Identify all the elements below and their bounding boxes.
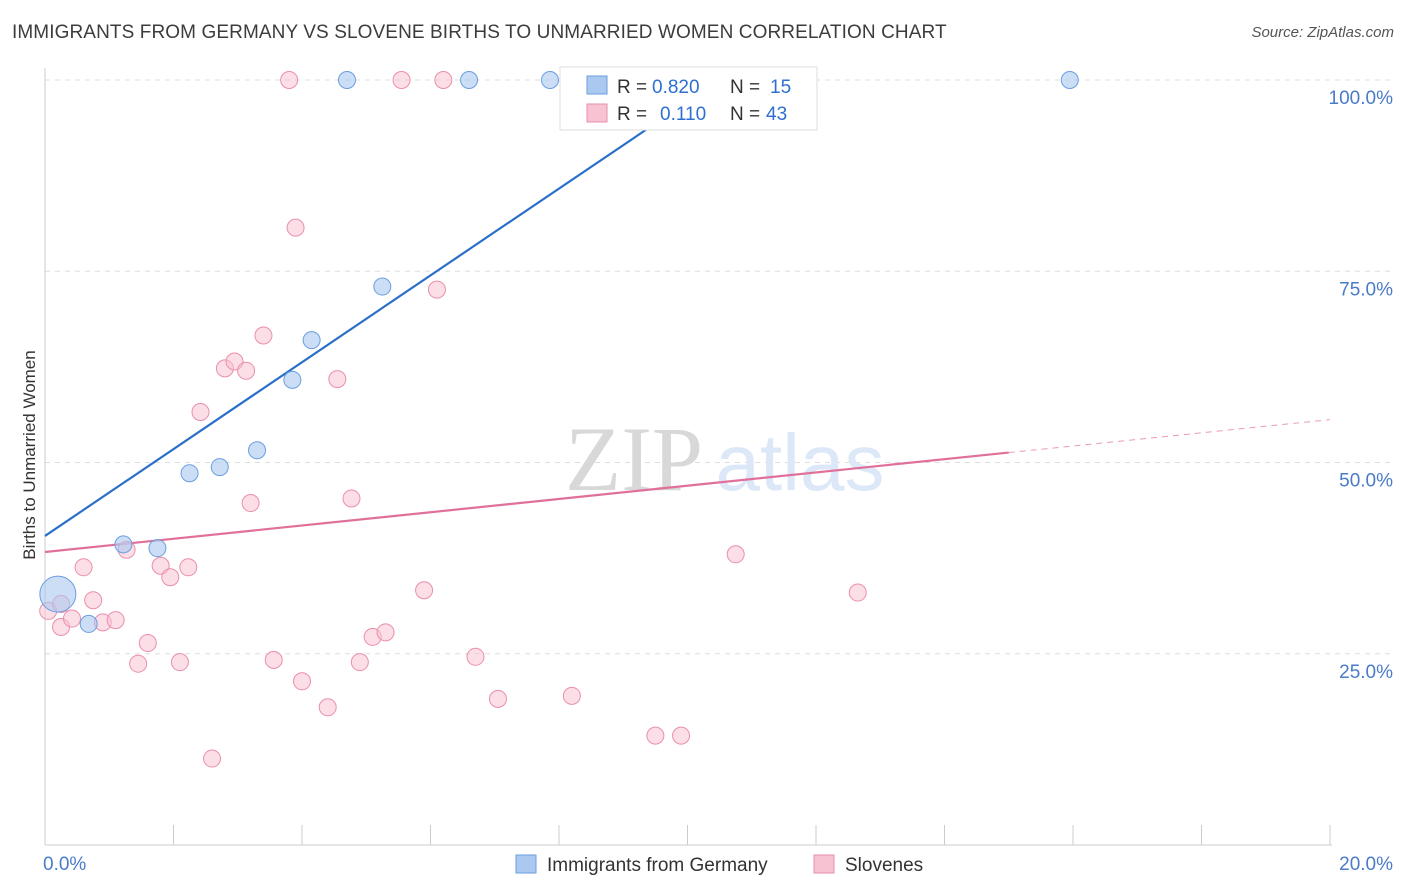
germany-point-4 bbox=[180, 464, 199, 483]
slovenes-point-40 bbox=[672, 726, 691, 745]
germany-point-3 bbox=[148, 539, 167, 558]
slovenes-point-21 bbox=[254, 326, 273, 345]
watermark-atlas: atlas bbox=[716, 418, 885, 507]
y-axis-label: Births to Unmarried Women bbox=[20, 350, 39, 559]
slovenes-point-39 bbox=[646, 726, 665, 745]
germany-point-2 bbox=[114, 535, 133, 554]
slovenes-point-41 bbox=[726, 545, 745, 564]
germany-point-0 bbox=[39, 575, 77, 613]
slovenes-point-14 bbox=[179, 558, 198, 577]
bottom-legend-swatch-germany bbox=[515, 854, 537, 874]
axes bbox=[44, 68, 1332, 846]
slovenes-point-15 bbox=[191, 403, 210, 422]
y-tick-label-25: 25.0% bbox=[1339, 662, 1393, 683]
watermark-zip: ZIP bbox=[565, 408, 703, 510]
slovenes-point-12 bbox=[161, 568, 180, 587]
legend-r-label-germany: R = bbox=[617, 77, 647, 98]
x-tick-label-max: 20.0% bbox=[1339, 854, 1393, 875]
slovenes-point-34 bbox=[427, 280, 446, 299]
slovenes-point-25 bbox=[293, 672, 311, 691]
trendlines bbox=[44, 79, 1331, 554]
x-tick-label-min: 0.0% bbox=[43, 854, 86, 875]
legend-swatch-slovenes bbox=[586, 103, 608, 123]
slovenes-point-4 bbox=[74, 558, 93, 577]
legend-swatch-germany bbox=[586, 75, 608, 95]
slovenes-point-42 bbox=[848, 583, 867, 602]
germany-point-5 bbox=[210, 458, 229, 477]
germany-point-8 bbox=[302, 331, 321, 350]
legend-n-value-germany: 15 bbox=[770, 77, 791, 98]
germany-point-10 bbox=[337, 71, 356, 89]
slovenes-point-10 bbox=[138, 634, 157, 653]
legend-n-label-germany: N = bbox=[730, 77, 760, 98]
slovenes-point-35 bbox=[434, 71, 453, 89]
slovenes-point-32 bbox=[392, 71, 411, 89]
stats-legend: R = 0.820 N = 15 R = 0.110 N = 43 bbox=[559, 66, 818, 131]
y-tick-label-75: 75.0% bbox=[1339, 279, 1393, 300]
slovenes-point-37 bbox=[488, 689, 507, 708]
slovenes-point-36 bbox=[466, 647, 485, 666]
legend-r-value-germany: 0.820 bbox=[652, 77, 700, 98]
germany-points bbox=[39, 71, 1079, 633]
chart-title: IMMIGRANTS FROM GERMANY VS SLOVENE BIRTH… bbox=[12, 22, 947, 43]
germany-point-1 bbox=[79, 614, 98, 633]
slovenes-point-28 bbox=[342, 489, 361, 508]
germany-point-14 bbox=[1060, 71, 1079, 89]
tick-labels: 25.0% 50.0% 75.0% 100.0% 0.0% 20.0% bbox=[43, 88, 1393, 875]
germany-point-6 bbox=[248, 441, 267, 460]
slovenes-point-19 bbox=[237, 361, 256, 380]
slovenes-point-31 bbox=[376, 623, 395, 642]
legend-n-label-slovenes: N = bbox=[730, 104, 760, 125]
slovenes-point-13 bbox=[170, 653, 189, 672]
y-tick-label-100: 100.0% bbox=[1329, 88, 1394, 109]
source-credit: Source: ZipAtlas.com bbox=[1251, 24, 1394, 41]
slovenes-point-3 bbox=[62, 609, 81, 628]
germany-point-9 bbox=[373, 277, 392, 296]
bottom-legend-swatch-slovenes bbox=[813, 854, 835, 874]
slovenes-point-20 bbox=[241, 494, 260, 513]
slovenes-point-26 bbox=[318, 698, 337, 717]
slovenes-point-11 bbox=[151, 556, 170, 575]
slovenes-point-5 bbox=[84, 591, 103, 610]
germany-point-7 bbox=[283, 370, 302, 389]
slovenes-point-16 bbox=[203, 749, 222, 768]
slovenes-point-23 bbox=[280, 71, 299, 89]
legend-n-value-slovenes: 43 bbox=[766, 104, 787, 125]
legend-r-value-slovenes: 0.110 bbox=[660, 104, 706, 125]
germany-trendline bbox=[44, 79, 721, 537]
slovenes-point-27 bbox=[328, 370, 347, 389]
watermark: ZIP atlas bbox=[565, 408, 884, 510]
bottom-legend-label-germany: Immigrants from Germany bbox=[547, 855, 768, 876]
series-legend: Immigrants from Germany Slovenes bbox=[515, 854, 923, 876]
slovenes-trendline bbox=[44, 451, 1009, 554]
slovenes-point-33 bbox=[415, 581, 434, 600]
slovenes-point-22 bbox=[264, 650, 283, 669]
y-tick-label-50: 50.0% bbox=[1339, 471, 1393, 492]
slovenes-trendline-extension bbox=[1008, 419, 1331, 454]
germany-point-12 bbox=[541, 71, 560, 89]
legend-r-label-slovenes: R = bbox=[617, 104, 647, 125]
slovenes-point-24 bbox=[286, 218, 305, 237]
slovenes-point-29 bbox=[350, 653, 369, 672]
slovenes-points bbox=[39, 71, 867, 768]
slovenes-point-38 bbox=[562, 686, 581, 705]
germany-point-11 bbox=[460, 71, 479, 89]
slovenes-point-9 bbox=[129, 654, 148, 673]
bottom-legend-label-slovenes: Slovenes bbox=[845, 855, 923, 876]
slovenes-point-7 bbox=[106, 611, 125, 630]
